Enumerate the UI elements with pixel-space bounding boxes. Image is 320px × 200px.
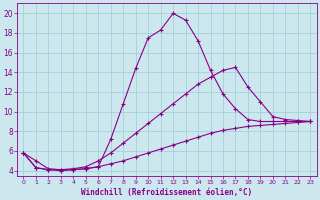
X-axis label: Windchill (Refroidissement éolien,°C): Windchill (Refroidissement éolien,°C) [81, 188, 252, 197]
